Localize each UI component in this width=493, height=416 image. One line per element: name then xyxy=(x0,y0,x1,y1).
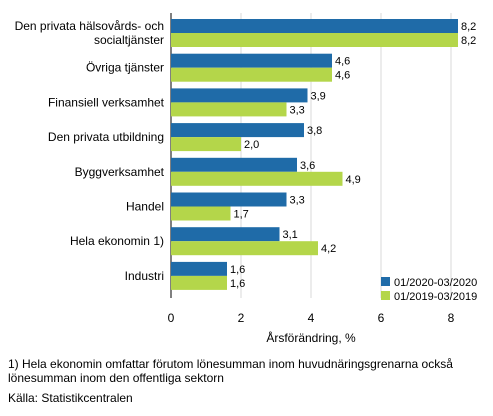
footnote-line-2: lönesumman inom den offentliga sektorn xyxy=(8,371,224,385)
data-label: 4,6 xyxy=(335,56,350,68)
legend-swatch xyxy=(381,277,390,286)
bar-series-1 xyxy=(171,157,297,172)
bar-series-2 xyxy=(171,241,318,256)
data-label: 2,0 xyxy=(244,139,259,151)
x-tick-label: 8 xyxy=(448,311,455,325)
bars-group xyxy=(171,19,458,290)
category-label: Byggverksamhet xyxy=(75,165,165,179)
data-label: 8,2 xyxy=(461,21,476,33)
x-tick-label: 2 xyxy=(238,311,245,325)
category-label: socialtjänster xyxy=(94,33,164,47)
data-label: 3,8 xyxy=(307,125,322,137)
x-tick-label: 6 xyxy=(378,311,385,325)
data-label: 4,9 xyxy=(346,174,361,186)
value-labels: 8,28,24,64,63,93,33,82,03,64,93,31,73,14… xyxy=(230,21,476,290)
bar-series-1 xyxy=(171,88,308,103)
bar-series-1 xyxy=(171,261,227,276)
data-label: 4,6 xyxy=(335,70,350,82)
bar-series-1 xyxy=(171,53,332,68)
category-label: Övriga tjänster xyxy=(86,61,164,75)
category-label: Handel xyxy=(126,200,164,214)
category-labels: Den privata hälsovårds- ochsocialtjänste… xyxy=(15,19,165,283)
source-note: Källa: Statistikcentralen xyxy=(8,391,133,405)
bar-series-2 xyxy=(171,33,458,47)
x-tick-labels: 0 2 4 6 8 xyxy=(168,311,455,325)
x-axis-title: Årsförändring, % xyxy=(266,330,356,345)
x-tick-label: 0 xyxy=(168,311,175,325)
data-label: 1,6 xyxy=(230,278,245,290)
legend-swatch xyxy=(381,291,390,300)
data-label: 4,2 xyxy=(321,243,336,255)
data-label: 3,3 xyxy=(290,104,305,116)
category-label: Hela ekonomin 1) xyxy=(70,234,164,248)
bar-series-1 xyxy=(171,192,287,207)
legend: 01/2020-03/2020 01/2019-03/2019 xyxy=(381,277,477,303)
bar-series-2 xyxy=(171,67,332,82)
legend-label: 01/2020-03/2020 xyxy=(394,277,477,289)
bar-series-1 xyxy=(171,19,458,33)
bar-series-1 xyxy=(171,227,280,242)
data-label: 3,6 xyxy=(300,160,315,172)
bar-series-2 xyxy=(171,206,231,221)
data-label: 1,7 xyxy=(234,209,249,221)
data-label: 3,3 xyxy=(290,195,305,207)
category-label: Den privata utbildning xyxy=(48,130,164,144)
bar-chart: 8,28,24,64,63,93,33,82,03,64,93,31,73,14… xyxy=(15,13,477,345)
data-label: 1,6 xyxy=(230,264,245,276)
category-label: Industri xyxy=(125,269,164,283)
data-label: 3,9 xyxy=(311,90,326,102)
data-label: 3,1 xyxy=(283,229,298,241)
category-label: Den privata hälsovårds- och xyxy=(15,19,164,33)
data-label: 8,2 xyxy=(461,35,476,47)
bar-series-2 xyxy=(171,275,227,290)
category-label: Finansiell verksamhet xyxy=(48,95,165,109)
bar-series-2 xyxy=(171,171,343,186)
bar-series-2 xyxy=(171,102,287,117)
footnote-line-1: 1) Hela ekonomin omfattar förutom lönesu… xyxy=(8,357,453,371)
legend-label: 01/2019-03/2019 xyxy=(394,291,477,303)
bar-series-1 xyxy=(171,123,304,138)
bar-series-2 xyxy=(171,137,241,152)
x-tick-label: 4 xyxy=(308,311,315,325)
